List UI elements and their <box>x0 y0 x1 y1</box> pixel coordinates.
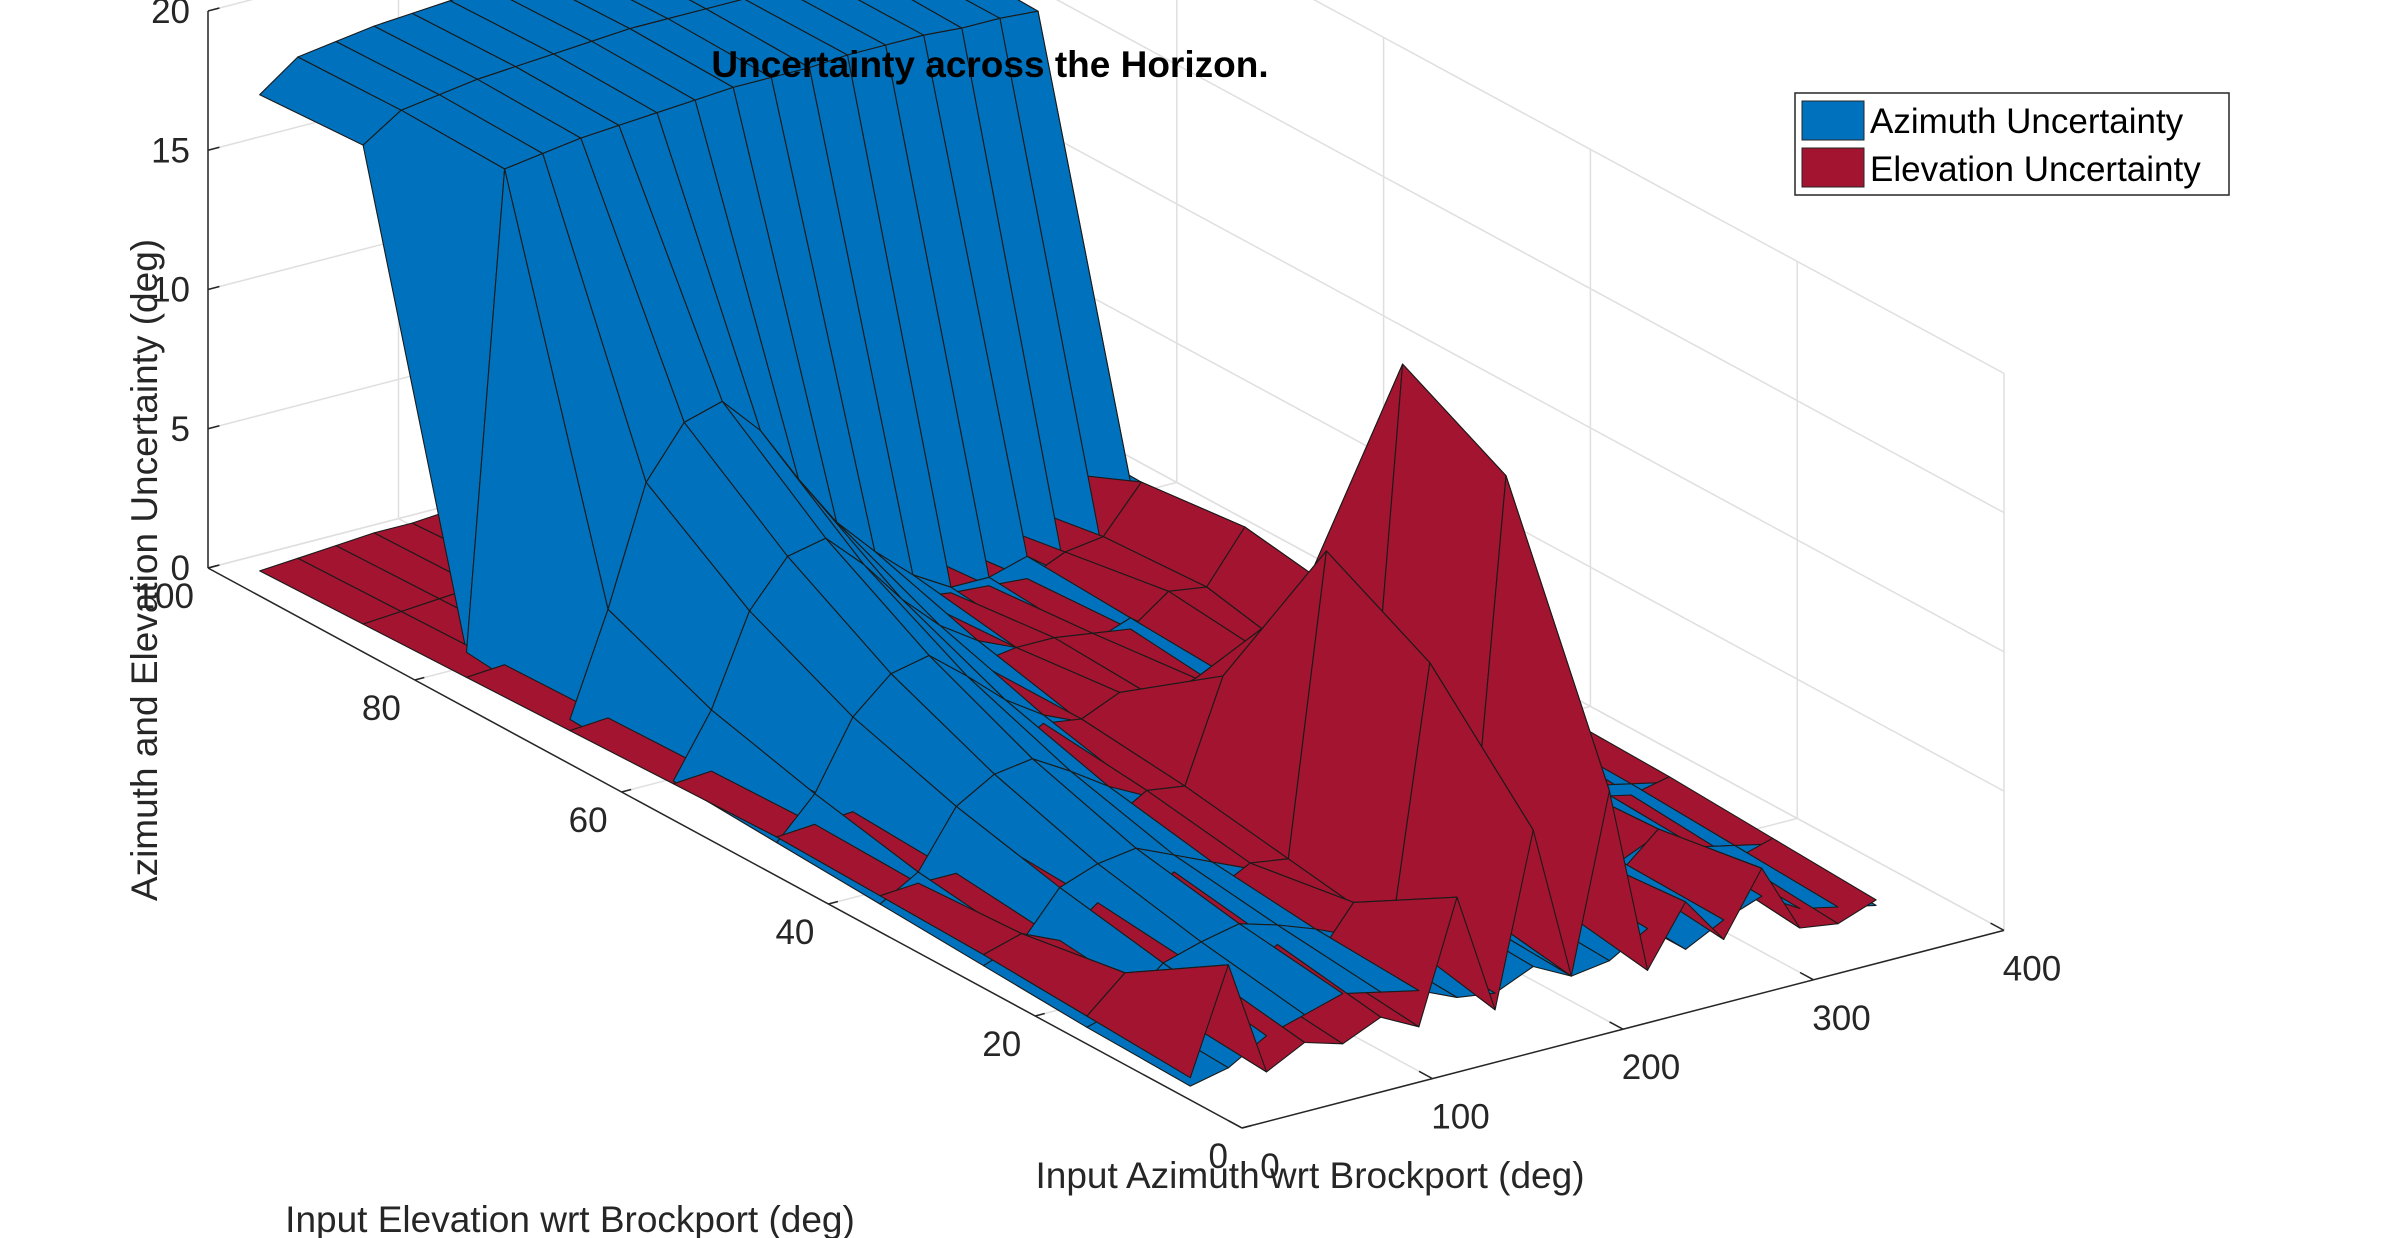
z-tick-mark <box>207 425 220 430</box>
z-tick-mark <box>207 564 220 569</box>
z-tick-label: 10 <box>151 271 190 310</box>
y-tick-label: 0 <box>1209 1137 1228 1176</box>
x-tick-label: 200 <box>1622 1048 1680 1087</box>
legend: Azimuth Uncertainty Elevation Uncertaint… <box>1794 92 2230 196</box>
z-tick-mark <box>207 146 220 151</box>
z-tick-label: 5 <box>171 410 190 449</box>
y-tick-mark <box>414 676 425 681</box>
surface-patch-elevation <box>1086 964 1229 1079</box>
x-tick-label: 300 <box>1812 999 1870 1038</box>
x-axis-label: Input Azimuth wrt Brockport (deg) <box>1035 1155 1584 1196</box>
y-axis-label: Input Elevation wrt Brockport (deg) <box>285 1199 855 1238</box>
y-tick-mark <box>1035 1012 1045 1017</box>
x-tick-label: 400 <box>2003 949 2061 988</box>
y-tick-label: 80 <box>362 689 401 728</box>
x-tick-mark <box>1799 971 1814 981</box>
legend-swatch-azimuth <box>1801 100 1865 141</box>
axes-box <box>207 7 2005 1129</box>
x-tick-mark <box>1990 922 2005 932</box>
x-tick-mark <box>1228 1120 1243 1129</box>
grid-line <box>1312 0 2005 375</box>
y-axis-line <box>207 567 1243 1129</box>
x-tick-mark <box>1418 1070 1433 1080</box>
x-tick-label: 100 <box>1431 1098 1489 1137</box>
y-tick-label: 40 <box>775 913 814 952</box>
z-tick-label: 0 <box>171 549 190 588</box>
y-tick-mark <box>621 788 632 793</box>
legend-swatch-elevation <box>1801 147 1865 188</box>
grid-line <box>1055 0 2005 514</box>
x-tick-label: 0 <box>1260 1147 1279 1186</box>
chart-title: Uncertainty across the Horizon. <box>711 44 1268 85</box>
z-tick-label: 20 <box>151 0 190 31</box>
z-tick-label: 15 <box>151 131 190 170</box>
z-tick-mark <box>207 7 220 12</box>
grid-line <box>969 91 2005 653</box>
y-tick-mark <box>828 900 839 905</box>
z-tick-mark <box>207 285 220 291</box>
legend-label-azimuth: Azimuth Uncertainty <box>1870 102 2184 141</box>
x-tick-mark <box>1609 1021 1624 1030</box>
legend-label-elevation: Elevation Uncertainty <box>1870 150 2201 189</box>
z-axis-label: Azimuth and Elevation Uncertainty (deg) <box>124 239 165 901</box>
y-tick-label: 20 <box>982 1025 1021 1064</box>
y-tick-label: 100 <box>136 577 194 616</box>
y-tick-mark <box>1241 1124 1252 1129</box>
surface-plot-area <box>259 0 1877 1087</box>
legend-box <box>1794 92 2230 196</box>
y-tick-label: 60 <box>569 801 608 840</box>
